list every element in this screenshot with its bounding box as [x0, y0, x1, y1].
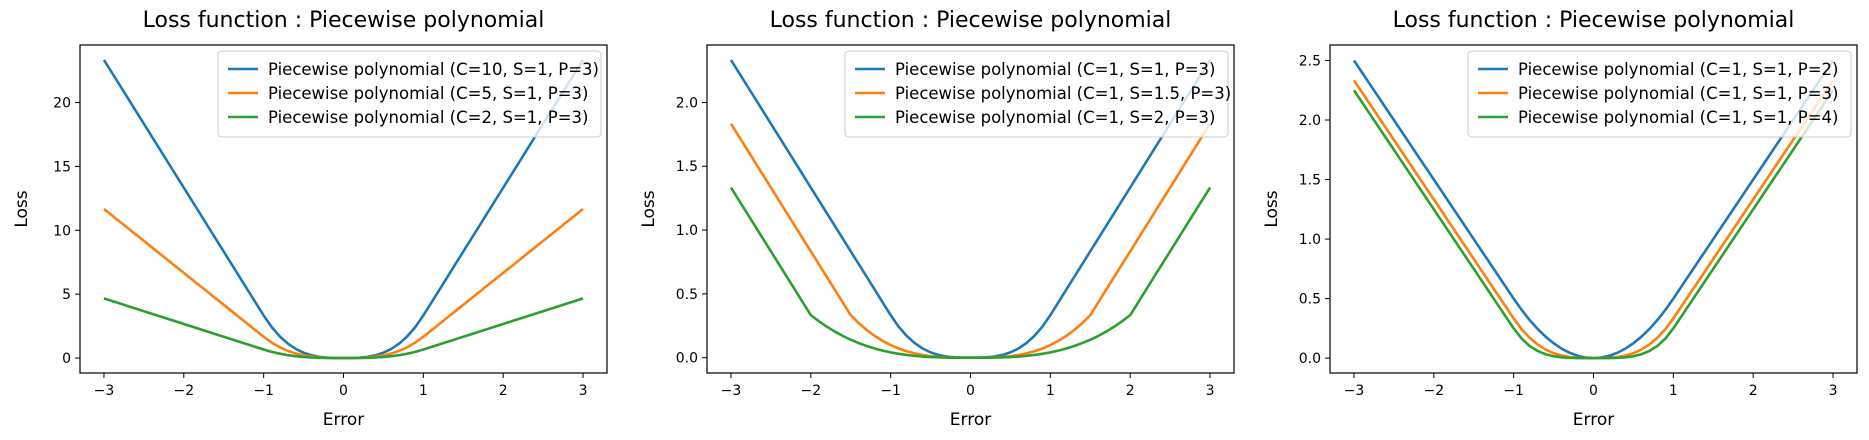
series-lines [102, 59, 585, 360]
series-line-3 [1352, 89, 1835, 360]
series-lines [729, 59, 1212, 359]
chart-panel-2: Loss function : Piecewise polynomial Erro… [639, 8, 1235, 430]
x-axis-label: Error [1573, 410, 1614, 430]
legend-box [844, 50, 1229, 138]
chart-panel-1: Loss function : Piecewise polynomial Erro… [12, 8, 608, 430]
legend: Piecewise polynomial (C=10, S=1, P=3) Pie… [217, 50, 602, 138]
chart-title: Loss function : Piecewise polynomial [770, 8, 1172, 33]
x-tick-label: −3 [721, 383, 742, 399]
x-axis-label: Error [323, 410, 364, 430]
x-tick-label: 1 [1669, 383, 1678, 399]
y-tick-label: 10 [53, 223, 71, 239]
legend-entry: Piecewise polynomial (C=1, S=2, P=3) [895, 108, 1215, 127]
y-tick-label: 0.5 [676, 287, 698, 303]
x-tick-label: −2 [800, 383, 821, 399]
x-tick-label: 3 [1206, 383, 1215, 399]
chart-title: Loss function : Piecewise polynomial [1393, 8, 1795, 33]
y-tick-label: 0.5 [1299, 292, 1321, 308]
y-tick-label: 2.0 [1299, 113, 1321, 129]
chart-title: Loss function : Piecewise polynomial [143, 8, 545, 33]
y-axis-label: Loss [1262, 190, 1282, 227]
x-tick-label: 2 [1126, 383, 1135, 399]
y-tick-label: 1.0 [676, 223, 698, 239]
legend-entry: Piecewise polynomial (C=1, S=1, P=4) [1518, 108, 1838, 127]
x-tick-label: 1 [1046, 383, 1055, 399]
y-tick-label: 2.5 [1299, 53, 1321, 69]
legend-entry: Piecewise polynomial (C=10, S=1, P=3) [268, 60, 599, 79]
chart-panel-3: Loss function : Piecewise polynomial Erro… [1262, 8, 1858, 430]
x-tick-label: 1 [419, 383, 428, 399]
x-tick-label: −1 [1503, 383, 1524, 399]
y-axis-label: Loss [12, 190, 32, 227]
series-line-2 [103, 207, 584, 360]
legend-box [217, 50, 602, 138]
legend-box [1467, 50, 1852, 138]
x-tick-label: 3 [579, 383, 588, 399]
x-tick-label: 0 [339, 383, 348, 399]
y-tick-label: 0 [62, 351, 71, 367]
series-line-3 [103, 297, 584, 360]
legend: Piecewise polynomial (C=1, S=1, P=3) Piec… [844, 50, 1231, 138]
x-tick-label: −1 [880, 383, 901, 399]
legend-entry: Piecewise polynomial (C=1, S=1, P=3) [1518, 84, 1838, 103]
legend-entry: Piecewise polynomial (C=1, S=1, P=2) [1518, 60, 1838, 79]
y-tick-label: 5 [62, 287, 71, 303]
y-axis-label: Loss [639, 190, 659, 227]
y-tick-label: 2.0 [676, 95, 698, 111]
y-tick-label: 0.0 [676, 351, 698, 367]
x-tick-label: −2 [173, 383, 194, 399]
series-lines [1352, 59, 1835, 360]
legend-entry: Piecewise polynomial (C=2, S=1, P=3) [268, 108, 588, 127]
x-tick-label: −2 [1423, 383, 1444, 399]
y-tick-label: 20 [53, 95, 71, 111]
legend-entry: Piecewise polynomial (C=1, S=1.5, P=3) [895, 84, 1231, 103]
series-line-3 [729, 186, 1212, 359]
x-tick-label: 0 [1589, 383, 1598, 399]
series-line-2 [729, 123, 1212, 359]
x-tick-label: 3 [1829, 383, 1838, 399]
x-tick-label: 0 [966, 383, 975, 399]
x-tick-label: 2 [499, 383, 508, 399]
y-tick-label: 1.0 [1299, 232, 1321, 248]
y-tick-label: 15 [53, 159, 71, 175]
legend-entry: Piecewise polynomial (C=5, S=1, P=3) [268, 84, 588, 103]
legend-entry: Piecewise polynomial (C=1, S=1, P=3) [895, 60, 1215, 79]
x-axis-label: Error [950, 410, 991, 430]
y-tick-label: 1.5 [1299, 173, 1321, 189]
x-tick-label: −1 [253, 383, 274, 399]
x-tick-label: 2 [1749, 383, 1758, 399]
x-tick-label: −3 [1344, 383, 1365, 399]
legend: Piecewise polynomial (C=1, S=1, P=2) Piec… [1467, 50, 1852, 138]
y-tick-label: 1.5 [676, 159, 698, 175]
x-tick-label: −3 [94, 383, 115, 399]
y-tick-label: 0.0 [1299, 351, 1321, 367]
